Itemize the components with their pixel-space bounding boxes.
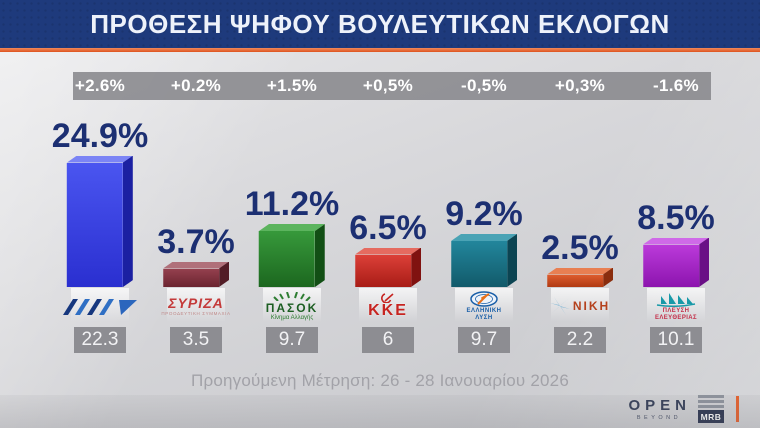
previous-value-box: 22.3 [74, 327, 126, 353]
change-label: +1.5% [266, 76, 318, 95]
sails-icon [656, 292, 696, 307]
vote-bar-plefsi-eleftherias [643, 237, 709, 287]
bar-reflection [551, 288, 609, 322]
mrb-logo: MRB [698, 395, 724, 423]
party-column-nd: +2.6% 24.9% 22.3 [52, 0, 148, 428]
bar-reflection [359, 288, 417, 322]
vote-bar-pasok [259, 224, 325, 287]
mrb-stripe [698, 405, 724, 408]
party-column-syriza: +0.2% 3.7% ΣΥΡΙΖΑ ΠΡΟΟΔΕΥΤΙΚΗ ΣΥΜΜΑΧΙΑ 3… [148, 0, 244, 428]
party-column-plefsi-eleftherias: -1.6% 8.5% ΠΛΕΥΣΗ ΕΛΕΥΘΕΡΙΑΣ 10.1 [628, 0, 724, 428]
bar-reflection [71, 288, 129, 322]
party-column-niki: +0,3% 2.5% ΝΙΚΗ 2.2 [532, 0, 628, 428]
header-bar: ΠΡΟΘΕΣΗ ΨΗΦΟΥ ΒΟΥΛΕΥΤΙΚΩΝ ΕΚΛΟΓΩΝ [0, 0, 760, 48]
change-label: +0,3% [554, 76, 606, 95]
party-column-pasok: +1.5% 11.2% ΠΑΣΟΚ Κίνημα Αλλαγής 9.7 [244, 0, 340, 428]
nd-logo-icon [55, 289, 145, 323]
bar-reflection [167, 288, 225, 322]
percent-label: 11.2% [244, 185, 340, 223]
hammer-sickle-icon [381, 293, 394, 303]
percent-label: 6.5% [349, 208, 427, 247]
party-column-elliniki-lysi: -0,5% 9.2% ΕΛΛΗΝΙΚΗ ΛΥΣΗ 9.7 [436, 0, 532, 428]
percent-label: 3.7% [157, 222, 235, 261]
change-label: +0.2% [170, 76, 222, 95]
previous-value-box: 6 [362, 327, 414, 353]
vote-bar-kke [355, 247, 421, 287]
plefsi-eleftherias-logo-icon: ΠΛΕΥΣΗ ΕΛΕΥΘΕΡΙΑΣ [631, 289, 721, 323]
vote-bar-niki [547, 267, 613, 287]
change-label: -1.6% [653, 76, 699, 95]
vote-bar-nd [67, 155, 133, 287]
mrb-logo-text: MRB [698, 410, 724, 423]
change-label: +0,5% [362, 76, 414, 95]
previous-value-box: 10.1 [650, 327, 702, 353]
percent-label: 8.5% [637, 198, 715, 237]
pasok-sun-icon [273, 291, 311, 301]
previous-value-box: 9.7 [266, 327, 318, 353]
bar-reflection [263, 288, 321, 322]
percent-label: 2.5% [541, 228, 619, 267]
elliniki-lysi-logo-icon: ΕΛΛΗΝΙΚΗ ΛΥΣΗ [439, 289, 529, 323]
previous-survey-note: Προηγούμενη Μέτρηση: 26 - 28 Ιανουαρίου … [191, 371, 569, 390]
percent-label: 9.2% [445, 195, 523, 233]
pinwheel-icon [549, 297, 570, 315]
change-label: -0,5% [461, 76, 507, 95]
niki-logo-icon: ΝΙΚΗ [535, 289, 625, 323]
previous-value-box: 2.2 [554, 327, 606, 353]
change-label: +2.6% [74, 76, 126, 95]
open-logo-text: OPEN [628, 397, 691, 414]
open-tv-logo: OPEN BEYOND [628, 397, 686, 421]
orange-accent-line [0, 48, 760, 52]
beyond-logo-text: BEYOND [636, 415, 682, 421]
compass-icon [470, 291, 498, 307]
percent-label: 24.9% [51, 116, 149, 155]
pasok-logo-icon: ΠΑΣΟΚ Κίνημα Αλλαγής [247, 289, 337, 323]
vote-bar-elliniki-lysi [451, 234, 517, 287]
changes-strip [73, 72, 711, 100]
mrb-stripe [698, 395, 724, 398]
previous-value-box: 9.7 [458, 327, 510, 353]
mrb-stripe [698, 400, 724, 403]
kke-logo-icon: KKE [343, 289, 433, 323]
previous-value-box: 3.5 [170, 327, 222, 353]
vote-bar-syriza [163, 261, 229, 287]
orange-divider [736, 396, 739, 422]
branding-area: OPEN BEYOND MRB [628, 395, 739, 423]
syriza-logo-icon: ΣΥΡΙΖΑ ΠΡΟΟΔΕΥΤΙΚΗ ΣΥΜΜΑΧΙΑ [161, 294, 231, 316]
party-column-kke: +0,5% 6.5% KKE 6 [340, 0, 436, 428]
page-title: ΠΡΟΘΕΣΗ ΨΗΦΟΥ ΒΟΥΛΕΥΤΙΚΩΝ ΕΚΛΟΓΩΝ [90, 8, 670, 39]
